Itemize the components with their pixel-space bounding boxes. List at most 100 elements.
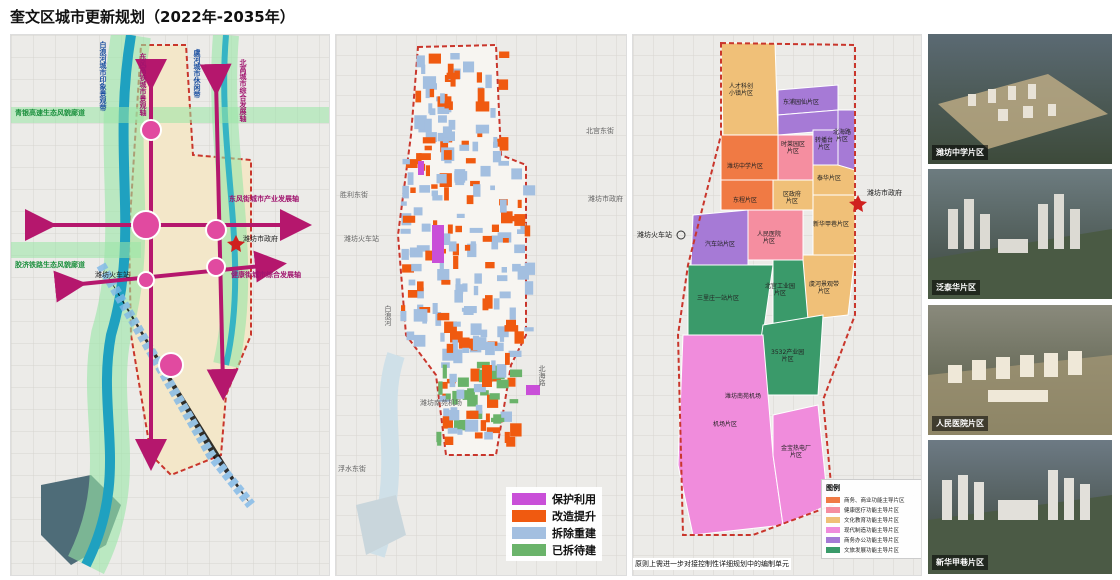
renewal-block xyxy=(449,410,460,421)
renewal-block xyxy=(498,79,509,90)
legend-label: 拆除重建 xyxy=(552,526,596,540)
renewal-block xyxy=(454,420,466,431)
renewal-block xyxy=(505,352,510,365)
renewal-block xyxy=(432,195,443,201)
zone-label: 三里庄一站片区 xyxy=(697,295,740,302)
map-panel-zones: 潍坊市政府 潍坊火车站 人才科创 小镇片区 东浦园仙片区 时莱园区 片区 转播台… xyxy=(632,34,922,576)
renewal-block xyxy=(474,432,483,439)
renewal-block xyxy=(458,338,472,349)
renewal-block xyxy=(442,416,453,429)
renewal-block xyxy=(417,281,424,292)
place-label: 潍坊火车站 xyxy=(95,271,130,279)
legend-label: 文旅发展功能主导片区 xyxy=(844,548,900,554)
renewal-block xyxy=(467,395,477,407)
renewal-block xyxy=(416,153,422,165)
renewal-block xyxy=(473,285,479,296)
renewal-block xyxy=(482,365,492,387)
renewal-block xyxy=(446,343,454,353)
renewal-block xyxy=(496,379,509,389)
renewal-block xyxy=(514,331,524,344)
renewal-block xyxy=(485,413,490,423)
renewal-block xyxy=(444,436,454,445)
legend-label: 改造提升 xyxy=(552,509,596,523)
zone-label: 北宫工业园 片区 xyxy=(765,283,796,297)
renewal-block xyxy=(472,141,479,152)
renewal-block xyxy=(485,74,492,89)
zone-label: 潍坊南苑机场 xyxy=(725,393,762,400)
renewal-block xyxy=(437,269,450,281)
legend-swatch xyxy=(512,526,546,539)
renewal-block xyxy=(428,53,441,64)
renewal-block xyxy=(526,385,540,395)
renewal-block xyxy=(450,407,458,413)
renewal-block xyxy=(422,137,436,144)
renewal-block xyxy=(413,309,428,322)
renewal-block xyxy=(459,144,470,151)
renewal-block xyxy=(486,427,501,434)
legend-item: 商务办公功能主导片区 xyxy=(826,535,921,545)
corridor-label: 白浪河城市印象景观带 xyxy=(99,41,107,111)
renewal-block xyxy=(514,244,525,254)
zone-label: 金宝热电厂 片区 xyxy=(781,445,812,459)
renewal-block xyxy=(470,180,480,187)
legend-swatch xyxy=(826,527,840,533)
renewal-block xyxy=(497,275,508,282)
legend-swatch xyxy=(826,497,840,503)
renewal-block xyxy=(400,228,411,234)
renewal-block xyxy=(493,414,502,424)
renewal-legend: 保护利用 改造提升 拆除重建 已拆待建 xyxy=(506,487,602,561)
renewal-block xyxy=(411,263,422,272)
renewal-block xyxy=(492,151,502,163)
legend-label: 健康医疗功能主导片区 xyxy=(844,508,900,514)
zone-label: 汽车站片区 xyxy=(705,241,736,248)
renewal-block xyxy=(511,168,522,180)
renewal-block xyxy=(447,427,458,434)
renewal-block xyxy=(470,368,480,382)
renewal-block xyxy=(512,263,521,272)
renewal-block xyxy=(470,323,482,335)
legend-label: 商务办公功能主导片区 xyxy=(844,538,900,544)
renewal-block xyxy=(410,187,416,193)
renewal-block xyxy=(491,224,499,232)
renewal-block xyxy=(450,76,456,87)
renewal-block xyxy=(485,295,493,309)
renewal-block xyxy=(480,165,491,177)
renewal-block xyxy=(456,389,465,399)
renewal-block xyxy=(461,140,469,147)
renewal-block xyxy=(416,245,430,252)
renewal-block xyxy=(466,410,479,419)
renewal-block xyxy=(432,225,444,263)
aerial-render xyxy=(928,305,1112,435)
footnote: 原则上需进一步对接控制性详细规划中的编制单元 xyxy=(633,558,791,570)
renewal-block xyxy=(472,337,487,350)
renewal-block xyxy=(444,187,449,201)
renewal-block xyxy=(405,159,418,168)
photo-caption: 潍坊中学片区 xyxy=(932,145,988,160)
legend-item: 文旅发展功能主导片区 xyxy=(826,545,921,555)
renewal-block xyxy=(454,171,468,181)
renewal-block xyxy=(476,72,482,83)
legend-item: 保护利用 xyxy=(512,490,596,507)
renewal-block xyxy=(448,241,457,252)
road-label: 浮水东街 xyxy=(338,465,366,473)
renewal-block xyxy=(508,350,522,357)
renewal-block xyxy=(442,364,447,379)
renewal-block xyxy=(499,51,510,58)
renewal-block xyxy=(499,291,511,299)
renewal-block xyxy=(400,201,407,206)
legend-label: 现代制造功能主导片区 xyxy=(844,528,900,534)
renewal-block xyxy=(523,185,536,196)
zone-label: 3532产业园 片区 xyxy=(771,349,805,363)
legend-swatch xyxy=(826,517,840,523)
renewal-block xyxy=(517,199,522,208)
renewal-block xyxy=(401,305,406,311)
renewal-block xyxy=(462,390,474,400)
legend-title: 图例 xyxy=(826,484,840,492)
road-label: 北海路 xyxy=(538,365,546,386)
legend-item: 文化教育功能主导片区 xyxy=(826,515,921,525)
zone-label: 新华甲巷片区 xyxy=(813,221,850,228)
renewal-block xyxy=(484,431,493,440)
renewal-block xyxy=(444,321,457,333)
renewal-block xyxy=(501,267,507,273)
renewal-block xyxy=(419,185,430,193)
